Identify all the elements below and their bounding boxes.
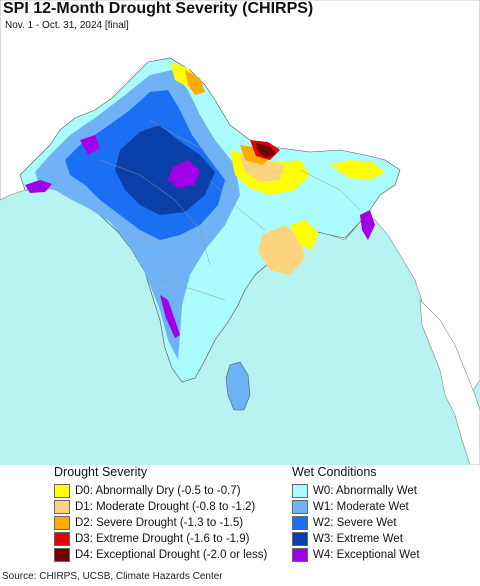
map-svg	[0, 0, 480, 465]
legend-item-d1: D1: Moderate Drought (-0.8 to -1.2)	[54, 499, 267, 515]
legend-swatch-d3	[54, 532, 70, 546]
drought-d0-east	[290, 220, 318, 250]
legend-swatch-d1	[54, 500, 70, 514]
legend-item-d4: D4: Exceptional Drought (-2.0 or less)	[54, 547, 267, 563]
legend-wet-heading: Wet Conditions	[292, 465, 377, 479]
drought-d4-north	[256, 143, 276, 158]
legend-drought-heading: Drought Severity	[54, 465, 148, 479]
legend-label-d0: D0: Abnormally Dry (-0.5 to -0.7)	[75, 485, 241, 497]
legend-item-w0: W0: Abnormally Wet	[292, 483, 420, 499]
land-southeast	[419, 299, 480, 465]
legend-item-w2: W2: Severe Wet	[292, 515, 420, 531]
map-subtitle: Nov. 1 - Oct. 31, 2024 [final]	[5, 20, 129, 31]
legend-drought-column: Drought Severity D0: Abnormally Dry (-0.…	[54, 465, 267, 563]
legend-item-d2: D2: Severe Drought (-1.3 to -1.5)	[54, 515, 267, 531]
legend-item-d0: D0: Abnormally Dry (-0.5 to -0.7)	[54, 483, 267, 499]
legend-label-w3: W3: Extreme Wet	[313, 533, 403, 545]
legend-item-w1: W1: Moderate Wet	[292, 499, 420, 515]
legend-item-d3: D3: Extreme Drought (-1.6 to -1.9)	[54, 531, 267, 547]
drought-d0-northeast	[330, 160, 385, 180]
wet-w4-patch-central	[168, 160, 200, 188]
admin-boundaries	[99, 119, 361, 301]
wet-w3-zone	[115, 125, 215, 215]
legend-wet-column: Wet Conditions W0: Abnormally Wet W1: Mo…	[292, 465, 420, 563]
wet-w4-patch-east	[360, 210, 375, 240]
legend-label-d1: D1: Moderate Drought (-0.8 to -1.2)	[75, 501, 256, 513]
legend-swatch-w4	[292, 548, 308, 562]
legend-item-w3: W3: Extreme Wet	[292, 531, 420, 547]
wet-w4-patch-west	[25, 180, 52, 193]
legend-item-w4: W4: Exceptional Wet	[292, 547, 420, 563]
legend-label-w4: W4: Exceptional Wet	[313, 549, 420, 561]
wet-w4-patch-coast	[160, 295, 180, 338]
legend-swatch-w0	[292, 484, 308, 498]
wet-w4-patch-northwest	[80, 135, 100, 155]
sri-lanka	[225, 361, 251, 411]
drought-d2-northwest	[185, 70, 205, 95]
legend-label-w0: W0: Abnormally Wet	[313, 485, 417, 497]
legend-swatch-w2	[292, 516, 308, 530]
legend-swatch-w1	[292, 500, 308, 514]
legend-label-d2: D2: Severe Drought (-1.3 to -1.5)	[75, 517, 244, 529]
map-panel: SPI 12-Month Drought Severity (CHIRPS) N…	[0, 0, 480, 465]
legend-swatch-w3	[292, 532, 308, 546]
legend-swatch-d0	[54, 484, 70, 498]
map-title: SPI 12-Month Drought Severity (CHIRPS)	[3, 0, 314, 17]
legend-label-d4: D4: Exceptional Drought (-2.0 or less)	[75, 549, 268, 561]
legend-label-w1: W1: Moderate Wet	[313, 501, 409, 513]
legend-swatch-d2	[54, 516, 70, 530]
legend: Drought Severity D0: Abnormally Dry (-0.…	[0, 465, 480, 569]
legend-swatch-d4	[54, 548, 70, 562]
legend-label-d3: D3: Extreme Drought (-1.6 to -1.9)	[75, 533, 250, 545]
legend-label-w2: W2: Severe Wet	[313, 517, 397, 529]
drought-d1-east	[258, 225, 305, 275]
source-credit: Source: CHIRPS, UCSB, Climate Hazards Ce…	[2, 571, 223, 582]
